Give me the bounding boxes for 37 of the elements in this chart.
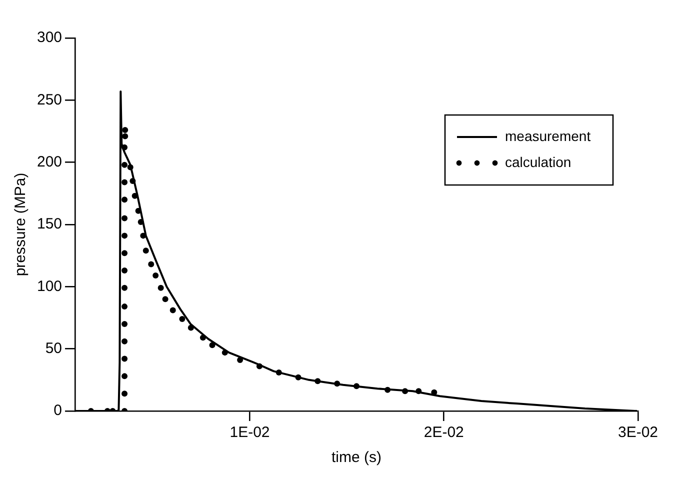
point bbox=[152, 272, 159, 278]
point bbox=[170, 307, 176, 314]
y-tick-label: 0 bbox=[54, 402, 62, 420]
y-axis-title: pressure (MPa) bbox=[12, 172, 30, 276]
x-tick-label: 3E-02 bbox=[618, 424, 658, 442]
x-tick-label: 1E-02 bbox=[230, 424, 270, 442]
y-tick-label: 100 bbox=[36, 278, 62, 295]
point bbox=[122, 232, 128, 239]
legend-label: calculation bbox=[505, 154, 572, 170]
point bbox=[162, 296, 168, 302]
x-tick-label: 2E-02 bbox=[424, 424, 464, 442]
y-tick-label: 150 bbox=[36, 216, 62, 233]
y-tick-label: 200 bbox=[36, 153, 62, 170]
point bbox=[158, 284, 164, 291]
y-tick-label: 300 bbox=[36, 29, 62, 46]
point bbox=[122, 373, 128, 380]
legend-label: measurement bbox=[505, 128, 591, 144]
y-tick-label: 50 bbox=[45, 340, 62, 357]
point bbox=[179, 316, 186, 322]
point bbox=[122, 284, 128, 291]
point bbox=[122, 320, 128, 327]
point bbox=[122, 356, 128, 362]
y-tick-label: 250 bbox=[36, 91, 62, 108]
point bbox=[122, 133, 128, 140]
point bbox=[122, 268, 128, 274]
point bbox=[122, 127, 128, 134]
point bbox=[142, 248, 149, 254]
point bbox=[122, 179, 128, 186]
point bbox=[148, 261, 154, 268]
point bbox=[122, 390, 128, 397]
point bbox=[122, 338, 128, 344]
point bbox=[122, 196, 128, 203]
point bbox=[122, 250, 128, 256]
point bbox=[122, 162, 128, 168]
point bbox=[122, 304, 128, 310]
x-axis-title: time (s) bbox=[332, 449, 382, 466]
point bbox=[122, 215, 128, 222]
